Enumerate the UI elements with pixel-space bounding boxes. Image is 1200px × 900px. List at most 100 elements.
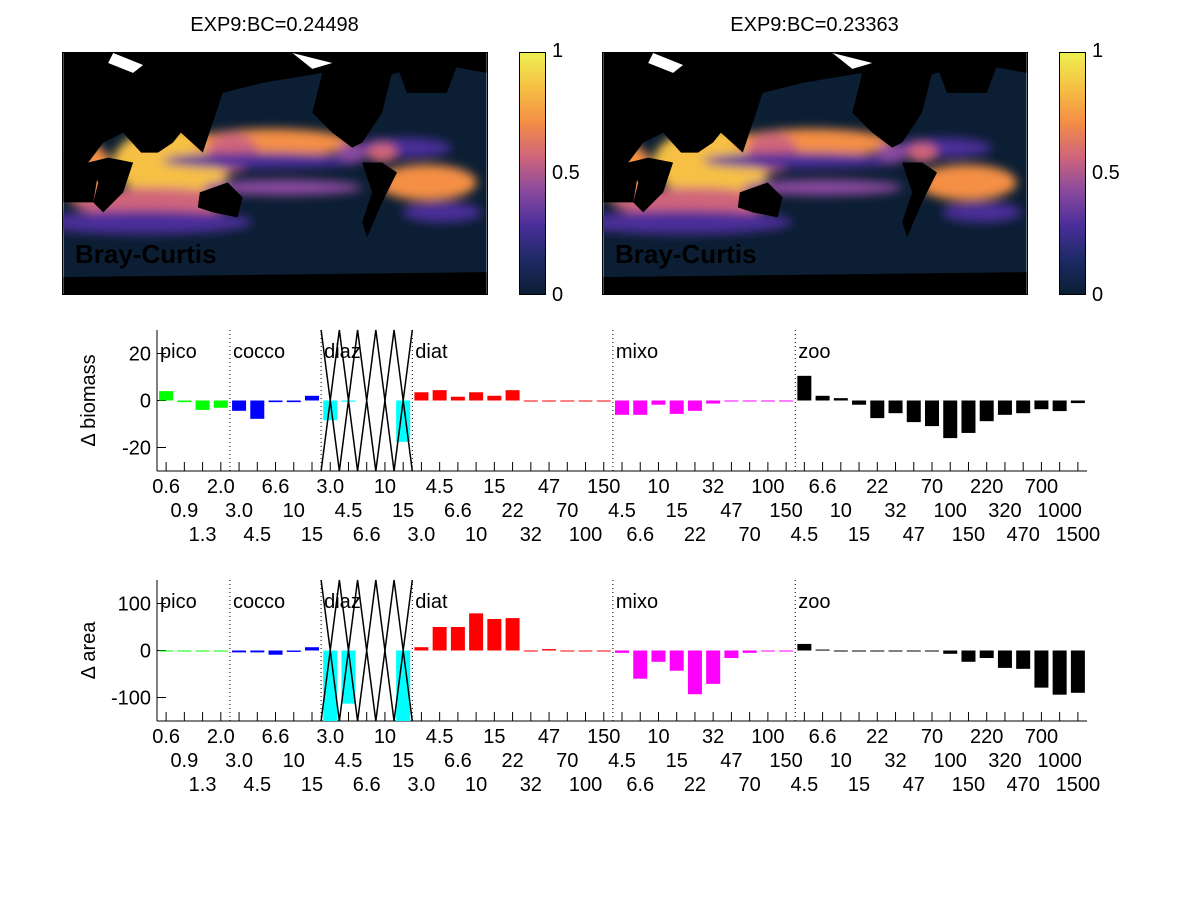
- x-tick-label: 0.9: [170, 500, 198, 522]
- x-tick-label: 700: [1025, 476, 1058, 498]
- y-tick-label: 0: [140, 391, 151, 413]
- x-tick-label: 3.0: [408, 774, 436, 796]
- bar-mixo: [779, 650, 794, 652]
- bc-field-patch: [941, 202, 1022, 223]
- y-tick-label: 100: [118, 594, 151, 616]
- bar-diat: [560, 650, 575, 652]
- x-tick-label: 22: [501, 750, 523, 772]
- x-tick-label: 4.5: [790, 774, 818, 796]
- group-label-zoo: zoo: [798, 341, 830, 363]
- bc-field-patch: [162, 152, 363, 169]
- land-mask: [932, 53, 1002, 93]
- bar-diat: [542, 649, 557, 651]
- bar-zoo: [961, 400, 976, 433]
- bar-diat: [578, 650, 593, 652]
- x-tick-label: 1.3: [189, 524, 217, 546]
- x-tick-label: 6.6: [626, 774, 654, 796]
- bar-diat: [596, 650, 611, 652]
- x-tick-label: 470: [1006, 774, 1039, 796]
- x-tick-label: 320: [988, 500, 1021, 522]
- x-tick-label: 15: [392, 750, 414, 772]
- bar-diat: [487, 619, 502, 651]
- land-mask: [88, 157, 134, 213]
- x-tick-label: 220: [970, 726, 1003, 748]
- bar-cocco: [232, 650, 247, 653]
- x-tick-label: 47: [903, 524, 925, 546]
- x-tick-label: 100: [569, 524, 602, 546]
- bar-mixo: [687, 650, 702, 695]
- x-tick-label: 6.6: [809, 726, 837, 748]
- y-tick-label: 0: [140, 641, 151, 663]
- bar-zoo: [925, 650, 939, 652]
- x-tick-label: 100: [751, 726, 784, 748]
- bar-diat: [414, 392, 429, 401]
- x-tick-label: 15: [301, 774, 323, 796]
- x-tick-label: 6.6: [353, 774, 381, 796]
- bar-cocco: [250, 400, 265, 419]
- x-tick-label: 4.5: [243, 524, 271, 546]
- group-label-mixo: mixo: [616, 591, 658, 613]
- x-tick-label: 150: [952, 774, 985, 796]
- bar-diat: [414, 647, 429, 651]
- bar-diat: [505, 390, 520, 401]
- x-tick-label: 150: [769, 750, 802, 772]
- x-tick-label: 3.0: [316, 726, 344, 748]
- colorbar-tick: 0: [1092, 284, 1104, 306]
- x-tick-label: 6.6: [262, 476, 290, 498]
- land-mask: [362, 162, 397, 238]
- bar-cocco: [232, 400, 247, 411]
- bar-pico: [159, 391, 174, 401]
- colorbar-tick: 0.5: [1092, 162, 1120, 184]
- x-tick-label: 15: [483, 476, 505, 498]
- x-tick-label: 10: [647, 726, 669, 748]
- x-tick-label: 1000: [1037, 500, 1082, 522]
- bar-diat: [505, 618, 520, 651]
- bar-diaz: [323, 650, 338, 721]
- colorbar-tick: 1: [552, 40, 564, 62]
- bar-mixo: [651, 650, 666, 662]
- bar-zoo: [1070, 400, 1085, 404]
- x-tick-label: 220: [970, 476, 1003, 498]
- x-tick-label: 2.0: [207, 726, 235, 748]
- x-tick-label: 1500: [1056, 774, 1101, 796]
- x-tick-label: 4.5: [608, 500, 636, 522]
- bar-cocco: [268, 400, 283, 403]
- bar-mixo: [760, 400, 775, 402]
- bar-zoo: [797, 375, 812, 401]
- group-label-diat: diat: [415, 591, 448, 613]
- x-tick-label: 32: [520, 524, 542, 546]
- x-tick-label: 6.6: [809, 476, 837, 498]
- y-tick-label: -100: [111, 688, 151, 710]
- x-tick-label: 47: [538, 476, 560, 498]
- bar-mixo: [669, 650, 684, 671]
- bc-field-patch: [603, 210, 793, 235]
- bar-mixo: [651, 400, 666, 405]
- bar-zoo: [870, 650, 885, 652]
- bar-pico: [213, 650, 228, 652]
- bar-diat: [596, 400, 611, 402]
- x-tick-label: 320: [988, 750, 1021, 772]
- bc-field-patch: [337, 142, 368, 163]
- x-tick-label: 6.6: [444, 500, 472, 522]
- bar-zoo: [943, 650, 958, 654]
- land-mask: [852, 72, 933, 148]
- x-tick-label: 47: [538, 726, 560, 748]
- x-tick-label: 100: [569, 774, 602, 796]
- bar-zoo: [833, 650, 848, 652]
- bar-diat: [523, 400, 538, 402]
- colorbar-tick: 0.5: [552, 162, 580, 184]
- map-title-right: EXP9:BC=0.23363: [730, 14, 899, 36]
- bar-zoo: [925, 400, 939, 427]
- bar-diat: [542, 400, 557, 402]
- bar-diaz: [341, 650, 356, 704]
- bc-field-patch: [367, 142, 397, 163]
- x-tick-label: 32: [884, 750, 906, 772]
- x-tick-label: 6.6: [262, 726, 290, 748]
- bar-zoo: [833, 398, 848, 401]
- x-tick-label: 70: [556, 750, 578, 772]
- bar-zoo: [852, 400, 867, 405]
- bar-cocco: [286, 650, 301, 652]
- bar-zoo: [1016, 400, 1031, 414]
- x-tick-label: 47: [720, 750, 742, 772]
